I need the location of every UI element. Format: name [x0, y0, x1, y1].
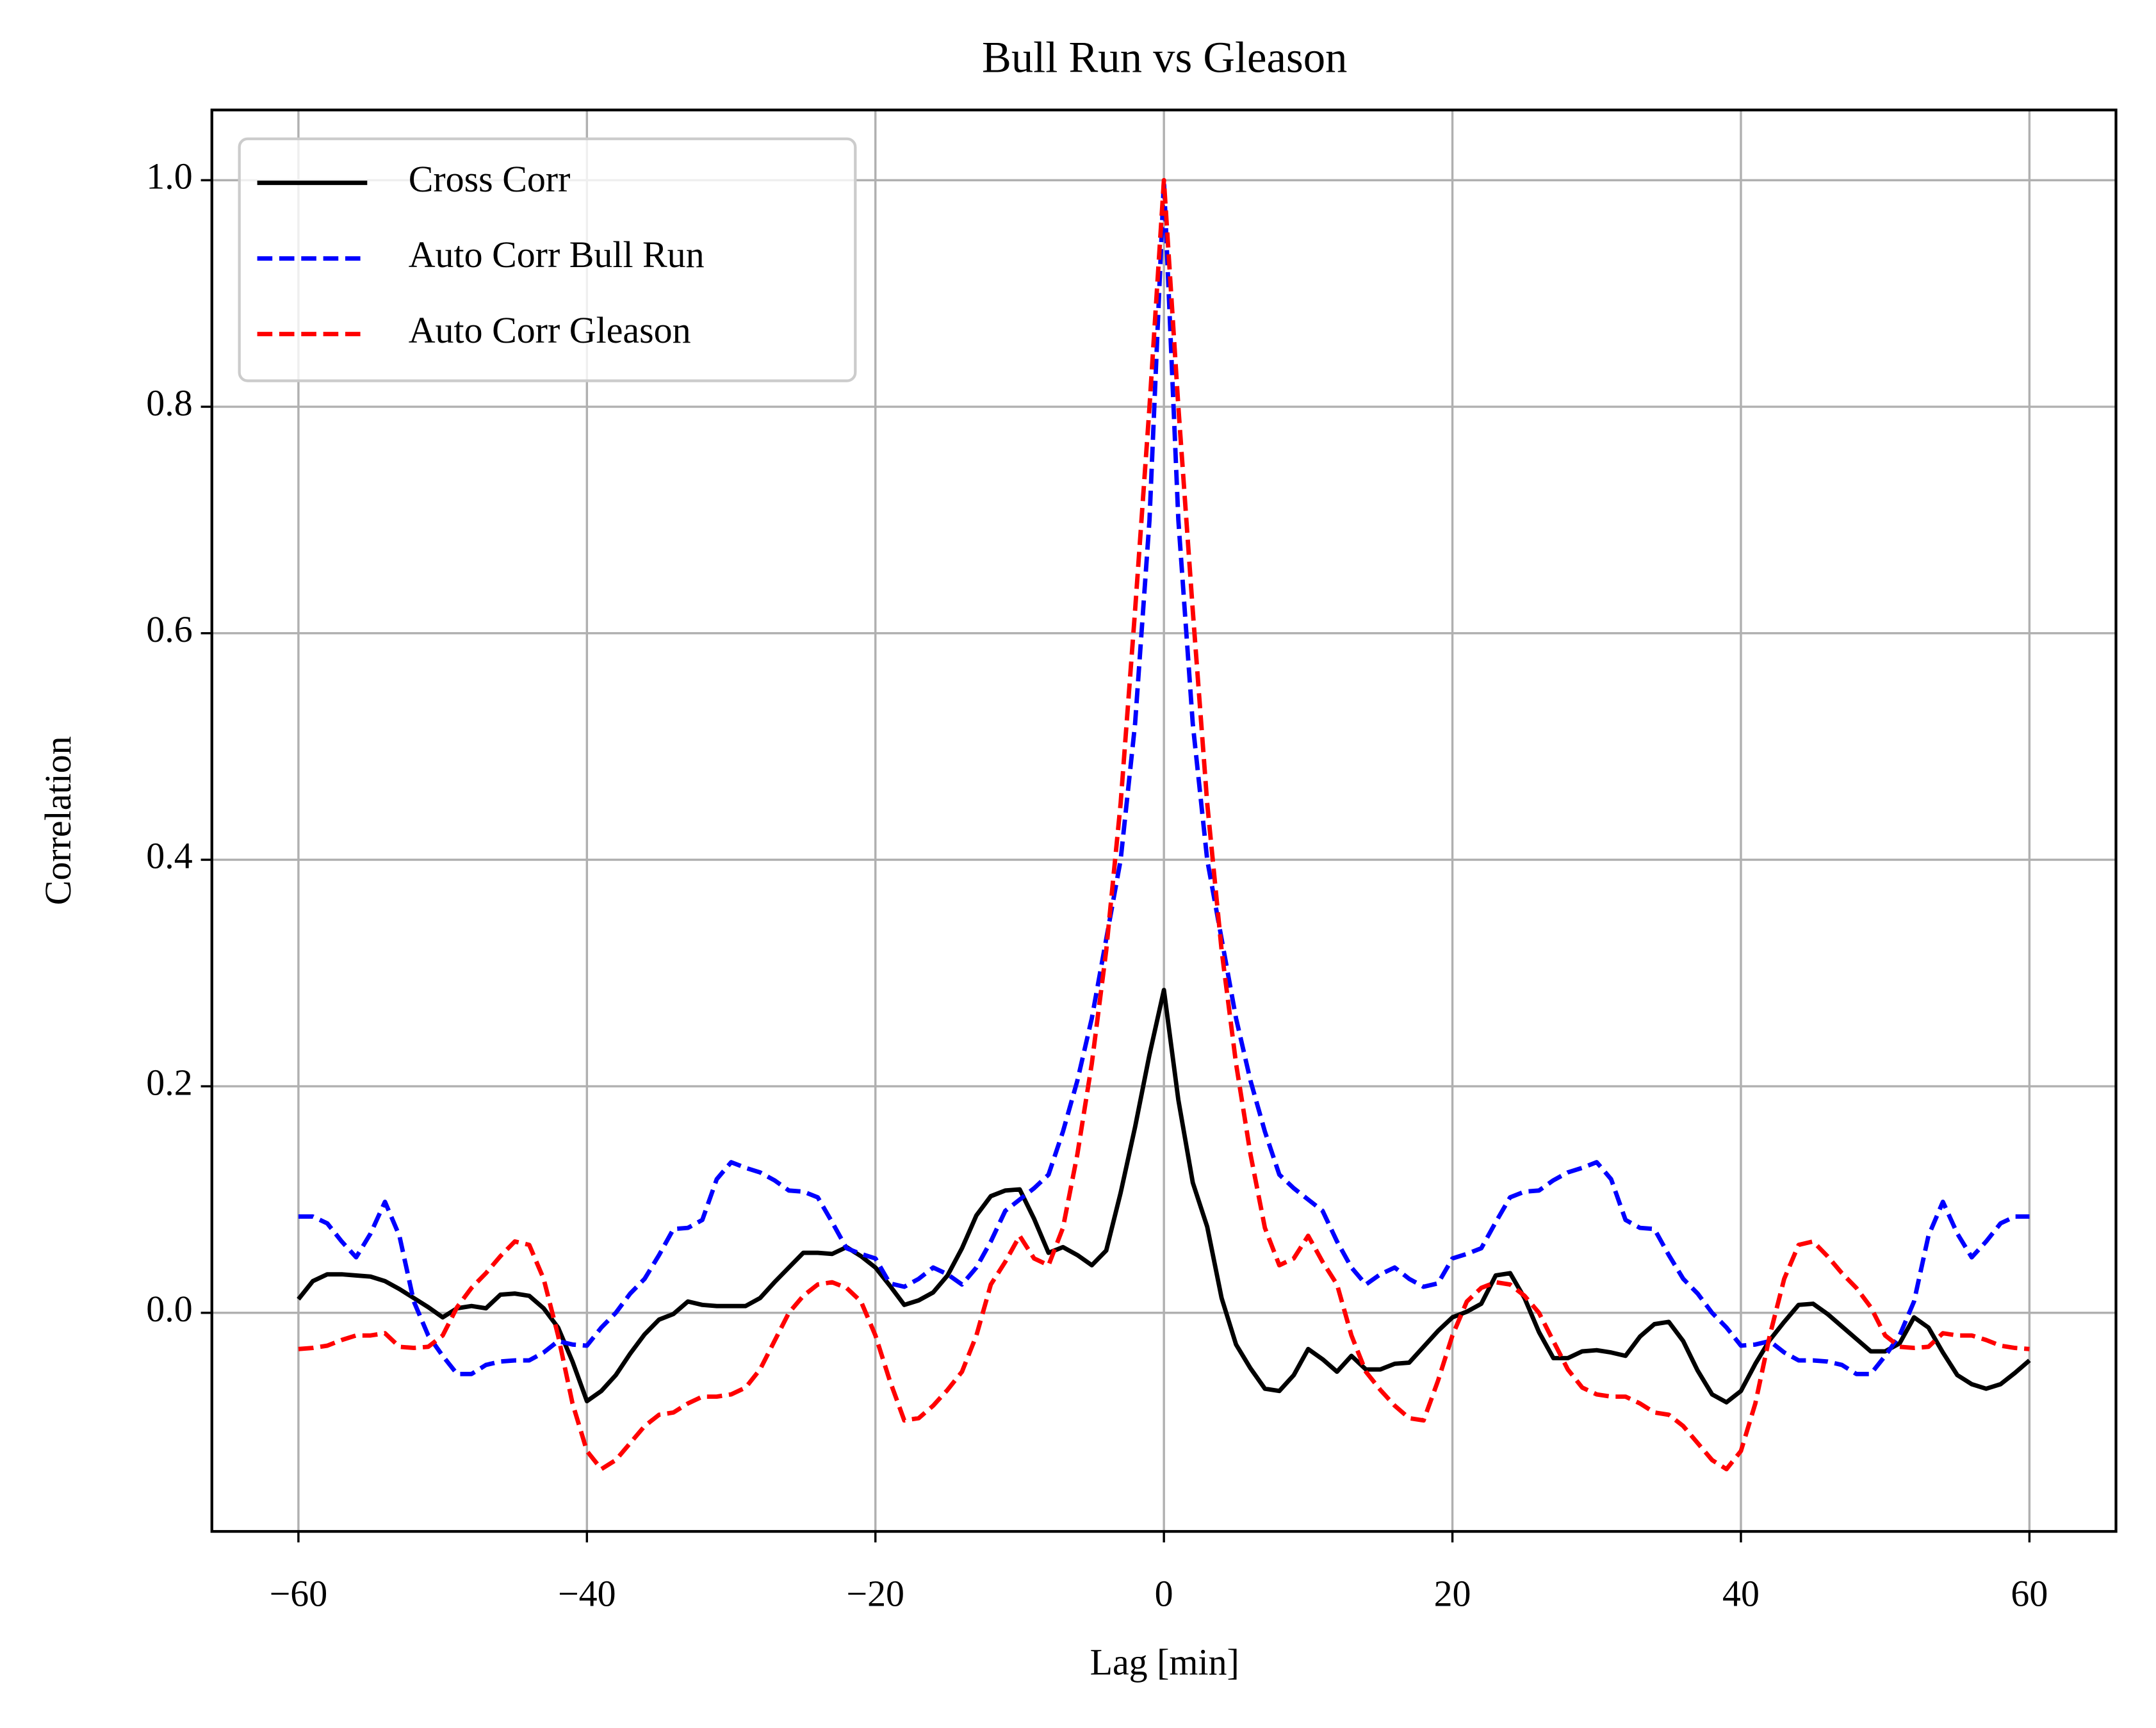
x-tick-label: 0: [1155, 1572, 1173, 1614]
x-tick-label: −60: [270, 1572, 328, 1614]
x-tick-label: −40: [558, 1572, 616, 1614]
line-series: [298, 177, 2030, 1376]
x-tick-label: −20: [846, 1572, 904, 1614]
y-tick-label: 0.6: [146, 608, 192, 650]
line-series: [297, 988, 2031, 1405]
legend-label: Cross Corr: [409, 158, 571, 200]
x-tick-label: 20: [1434, 1572, 1471, 1614]
line-series: [298, 177, 2030, 1472]
chart-title: Bull Run vs Gleason: [982, 33, 1347, 81]
legend-label: Auto Corr Gleason: [409, 309, 691, 351]
y-tick-label: 0.4: [146, 835, 192, 877]
x-tick-label: 60: [2011, 1572, 2048, 1614]
y-axis-label: Correlation: [37, 736, 79, 905]
legend-label: Auto Corr Bull Run: [409, 234, 705, 275]
ticks: −60 −40 −20 0 20 40 60 0.0 0.2 0.4 0.6 0.8 1.0: [146, 156, 2048, 1615]
y-tick-label: 0.8: [146, 382, 192, 423]
grid: [211, 110, 2116, 1532]
legend: Cross Corr Auto Corr Bull Run Auto Corr Gl…: [238, 137, 857, 382]
y-tick-label: 1.0: [146, 156, 192, 197]
x-tick-label: 40: [1722, 1572, 1760, 1614]
plot-area: [297, 177, 2031, 1472]
legend-box: [238, 137, 857, 382]
y-tick-label: 0.2: [146, 1061, 192, 1103]
x-axis-label: Lag [min]: [1090, 1642, 1239, 1683]
y-tick-label: 0.0: [146, 1288, 192, 1330]
